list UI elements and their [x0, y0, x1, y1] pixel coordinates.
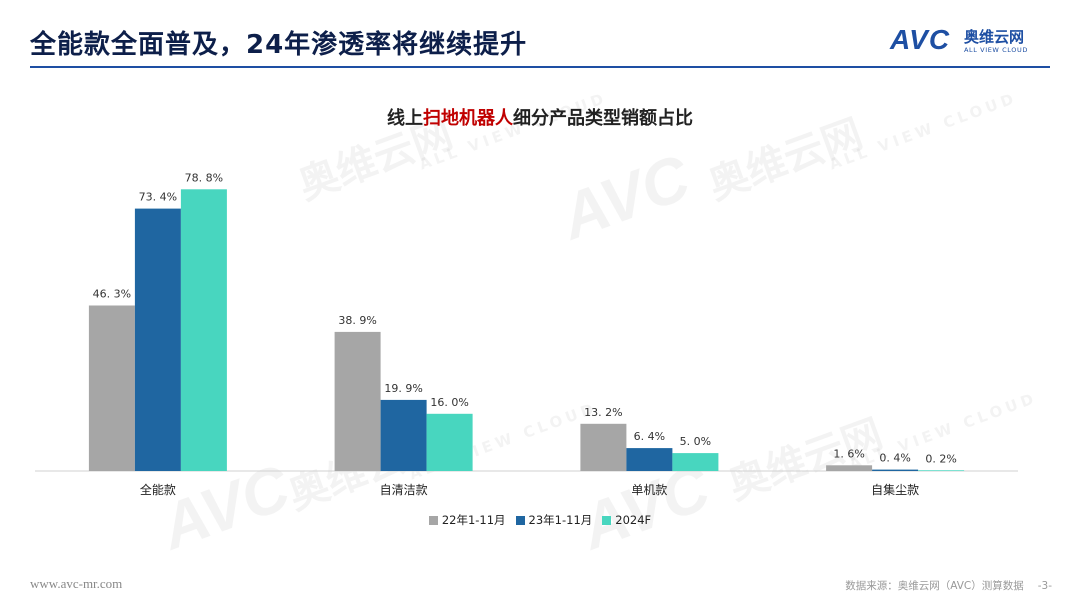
data-label: 0. 2%: [925, 452, 956, 465]
category-label: 自清洁款: [380, 483, 428, 497]
legend-item: 22年1-11月: [428, 512, 506, 528]
data-label: 46. 3%: [93, 288, 131, 301]
legend-swatch: [602, 515, 612, 525]
chart-title-highlight: 扫地机器人: [423, 108, 513, 129]
brand-logo: AVC 奥维云网 ALL VIEW CLOUD: [890, 24, 1050, 58]
legend-item: 23年1-11月: [515, 512, 593, 528]
legend-label: 22年1-11月: [441, 513, 506, 527]
bar: [626, 448, 673, 471]
bar: [334, 331, 381, 471]
data-label: 19. 9%: [384, 382, 422, 395]
legend-label: 23年1-11月: [528, 513, 593, 527]
website-url: www.avc-mr.com: [30, 576, 123, 591]
logo-chinese-name: 奥维云网: [964, 28, 1025, 46]
slide-title: 全能款全面普及，24年渗透率将继续提升: [30, 30, 528, 60]
chart-title-part: 细分产品类型销额占比: [513, 108, 693, 129]
data-label: 13. 2%: [584, 406, 622, 419]
bar: [380, 399, 427, 471]
bar: [88, 305, 135, 471]
bar: [872, 469, 919, 471]
chart-title: 线上扫地机器人细分产品类型销额占比: [0, 104, 1080, 130]
source-text: 数据来源：奥维云网（AVC）测算数据: [845, 580, 1024, 592]
bar: [918, 470, 965, 471]
data-label: 6. 4%: [634, 430, 665, 443]
data-label: 16. 0%: [430, 396, 468, 409]
logo-english-name: ALL VIEW CLOUD: [964, 46, 1028, 54]
bar: [580, 423, 627, 471]
category-label: 全能款: [140, 482, 176, 497]
legend-label: 2024F: [615, 513, 652, 527]
source-note: 数据来源：奥维云网（AVC）测算数据 -3-: [845, 578, 1052, 593]
data-label: 0. 4%: [879, 452, 910, 465]
legend-item: 2024F: [602, 512, 651, 528]
data-label: 78. 8%: [185, 171, 223, 184]
bar: [426, 413, 473, 471]
legend-swatch: [515, 515, 525, 525]
category-label: 单机款: [631, 483, 667, 497]
chart-title-part: 线上: [387, 108, 423, 129]
bar: [826, 465, 873, 471]
category-label: 自集尘款: [871, 482, 919, 497]
data-label: 73. 4%: [139, 191, 177, 204]
title-divider: [30, 66, 1050, 68]
legend-swatch: [428, 515, 438, 525]
page-number: -3-: [1037, 580, 1052, 592]
data-label: 5. 0%: [680, 435, 711, 448]
bar: [180, 189, 227, 472]
bar: [672, 453, 719, 471]
chart-legend: 22年1-11月 23年1-11月 2024F: [0, 512, 1080, 528]
data-label: 1. 6%: [833, 447, 864, 460]
bar: [134, 208, 181, 471]
logo-mark: AVC: [890, 24, 951, 55]
data-label: 38. 9%: [338, 314, 376, 327]
